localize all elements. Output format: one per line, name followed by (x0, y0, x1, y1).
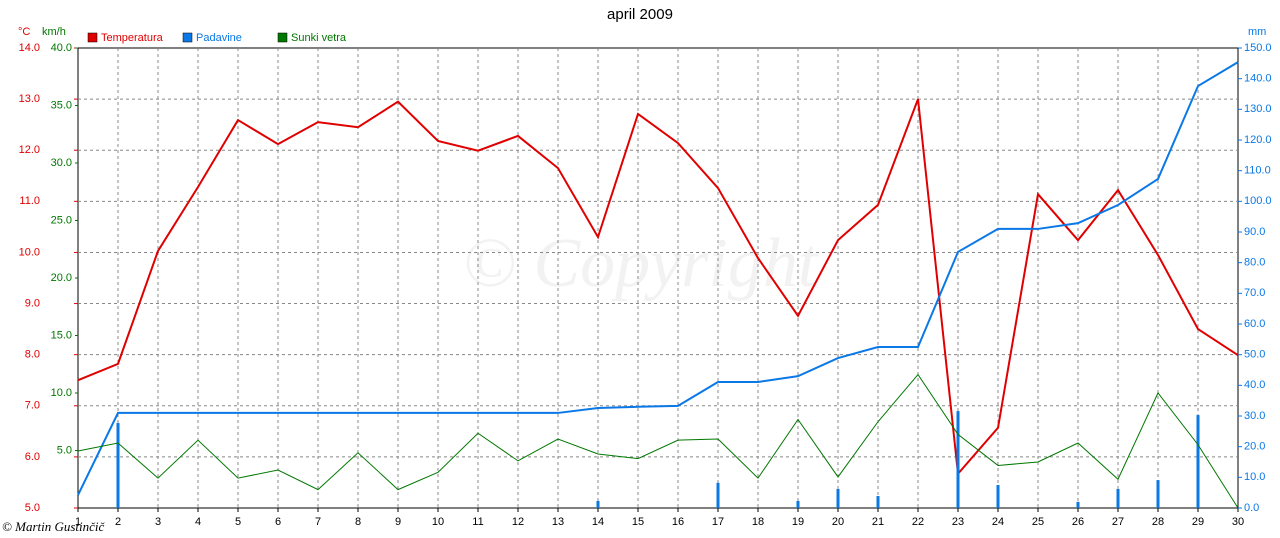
precipitation-bar (596, 500, 600, 508)
y-tick-label: 7.0 (25, 400, 40, 412)
y2-tick-label: 10.0 (1244, 471, 1265, 483)
y2-tick-label: 70.0 (1244, 287, 1265, 299)
chart-title: april 2009 (607, 6, 673, 23)
precipitation-bar (1196, 415, 1200, 508)
precipitation-bar (996, 485, 1000, 508)
precipitation-bar (1076, 501, 1080, 508)
x-tick-label: 27 (1112, 516, 1124, 528)
y3-axis-label: km/h (42, 26, 66, 38)
y3-tick-label: 40.0 (51, 42, 72, 54)
y3-tick-label: 30.0 (51, 157, 72, 169)
x-tick-label: 11 (472, 516, 483, 528)
legend-label: Sunki vetra (291, 32, 347, 44)
precipitation-bar (716, 482, 720, 508)
x-tick-label: 16 (672, 516, 684, 528)
y2-tick-label: 130.0 (1244, 103, 1272, 115)
y3-tick-label: 20.0 (51, 272, 72, 284)
x-tick-label: 1 (75, 516, 81, 528)
y3-tick-label: 5.0 (57, 444, 72, 456)
x-tick-label: 13 (552, 516, 564, 528)
x-tick-label: 3 (155, 516, 161, 528)
y2-tick-label: 0.0 (1244, 502, 1259, 514)
precipitation-bar (1116, 488, 1120, 508)
x-tick-label: 22 (912, 516, 924, 528)
series-line (77, 373, 1239, 509)
legend-label: Padavine (196, 32, 242, 44)
y2-tick-label: 30.0 (1244, 410, 1265, 422)
x-tick-label: 29 (1192, 516, 1204, 528)
x-tick-label: 30 (1232, 516, 1244, 528)
y-tick-label: 6.0 (25, 451, 40, 463)
y2-tick-label: 50.0 (1244, 349, 1265, 361)
legend-swatch (277, 32, 288, 43)
footer: © Martin Gustinčič (2, 519, 106, 534)
x-tick-label: 23 (952, 516, 964, 528)
x-tick-label: 4 (195, 516, 201, 528)
y2-tick-label: 80.0 (1244, 257, 1265, 269)
y2-tick-label: 60.0 (1244, 318, 1265, 330)
y2-tick-label: 100.0 (1244, 195, 1272, 207)
y2-tick-label: 140.0 (1244, 73, 1272, 85)
y-tick-label: 9.0 (25, 297, 40, 309)
y2-axis-label: mm (1248, 26, 1266, 38)
y2-tick-label: 150.0 (1244, 42, 1272, 54)
x-tick-label: 17 (712, 516, 724, 528)
x-tick-label: 8 (355, 516, 361, 528)
x-tick-label: 7 (315, 516, 321, 528)
x-tick-label: 10 (432, 516, 444, 528)
x-tick-label: 9 (395, 516, 401, 528)
x-tick-label: 19 (792, 516, 804, 528)
precipitation-bar (956, 411, 960, 508)
x-tick-label: 28 (1152, 516, 1164, 528)
y2-tick-label: 20.0 (1244, 441, 1265, 453)
precipitation-bar (116, 423, 120, 508)
series-line (77, 98, 1239, 477)
y3-tick-label: 25.0 (51, 214, 72, 226)
x-tick-label: 24 (992, 516, 1004, 528)
y-tick-label: 11.0 (19, 195, 40, 207)
x-tick-label: 18 (752, 516, 764, 528)
x-tick-label: 20 (832, 516, 844, 528)
precipitation-bar (796, 500, 800, 508)
y-tick-label: 10.0 (19, 246, 40, 258)
legend-swatch (87, 32, 98, 43)
y-tick-label: 14.0 (19, 42, 40, 54)
y2-tick-label: 90.0 (1244, 226, 1265, 238)
y3-tick-label: 35.0 (51, 99, 72, 111)
y2-tick-label: 110.0 (1244, 165, 1271, 177)
y-tick-label: 12.0 (19, 144, 40, 156)
x-tick-label: 25 (1032, 516, 1044, 528)
x-tick-label: 2 (115, 516, 121, 528)
y3-tick-label: 10.0 (51, 387, 72, 399)
y-tick-label: 13.0 (19, 93, 40, 105)
x-tick-label: 21 (872, 516, 884, 528)
x-tick-label: 15 (632, 516, 644, 528)
x-tick-label: 12 (512, 516, 524, 528)
precipitation-bar (836, 488, 840, 508)
x-tick-label: 26 (1072, 516, 1084, 528)
x-tick-label: 14 (592, 516, 604, 528)
y3-tick-label: 15.0 (51, 329, 72, 341)
legend-label: Temperatura (101, 32, 164, 44)
precipitation-bar (876, 496, 880, 508)
y2-tick-label: 40.0 (1244, 379, 1265, 391)
watermark: © Copyright (463, 225, 819, 302)
x-tick-label: 5 (235, 516, 241, 528)
y-tick-label: 8.0 (25, 349, 40, 361)
y-tick-label: 5.0 (25, 502, 40, 514)
y-axis-label: °C (18, 26, 30, 38)
precipitation-bar (1156, 480, 1160, 508)
y2-tick-label: 120.0 (1244, 134, 1272, 146)
x-tick-label: 6 (275, 516, 281, 528)
series-line (77, 61, 1239, 496)
legend-swatch (182, 32, 193, 43)
